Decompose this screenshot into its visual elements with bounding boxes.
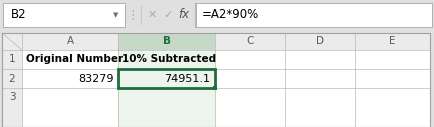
Text: 2: 2 <box>9 74 15 83</box>
Text: B: B <box>162 36 171 46</box>
Text: B2: B2 <box>11 9 26 21</box>
Bar <box>0 0 434 31</box>
Text: 1: 1 <box>9 54 15 65</box>
Bar <box>118 69 215 88</box>
Text: 10% Subtracted: 10% Subtracted <box>122 54 216 65</box>
Bar <box>2 33 430 50</box>
Text: =A2*90%: =A2*90% <box>202 9 259 21</box>
Text: D: D <box>316 36 324 46</box>
Text: ⋮: ⋮ <box>127 9 139 21</box>
Text: 83279: 83279 <box>79 74 114 83</box>
Text: fx: fx <box>178 9 190 21</box>
Bar <box>196 3 432 27</box>
Text: ✕: ✕ <box>147 10 157 20</box>
Text: E: E <box>389 36 396 46</box>
Text: Original Number: Original Number <box>26 54 123 65</box>
Text: A: A <box>66 36 73 46</box>
Bar <box>118 50 215 127</box>
Text: C: C <box>247 36 254 46</box>
Text: 74951.1: 74951.1 <box>164 74 210 83</box>
Bar <box>2 33 430 127</box>
Text: ✓: ✓ <box>163 10 173 20</box>
Text: 3: 3 <box>9 92 15 102</box>
Bar <box>118 33 215 50</box>
Bar <box>213 86 217 90</box>
Text: ▼: ▼ <box>113 12 118 18</box>
Bar <box>3 3 125 27</box>
Bar <box>2 33 22 127</box>
Bar <box>2 33 430 127</box>
